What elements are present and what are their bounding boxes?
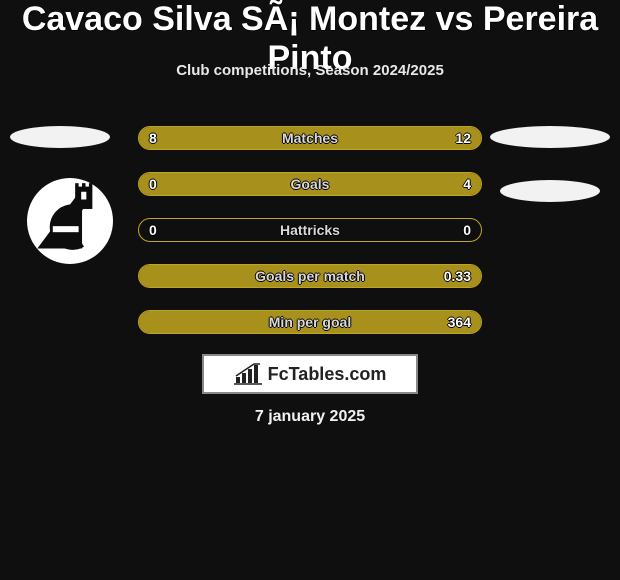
stat-row: 00Hattricks bbox=[138, 218, 482, 242]
stat-label: Goals bbox=[139, 173, 481, 195]
stat-label: Hattricks bbox=[139, 219, 481, 241]
stat-label: Matches bbox=[139, 127, 481, 149]
date-text: 7 january 2025 bbox=[0, 408, 620, 426]
right-ellipse-mid bbox=[500, 180, 600, 202]
stat-row: 812Matches bbox=[138, 126, 482, 150]
brand-box: FcTables.com bbox=[202, 354, 418, 394]
stat-row: 364Min per goal bbox=[138, 310, 482, 334]
stat-label: Min per goal bbox=[139, 311, 481, 333]
stat-rows: 812Matches 04Goals 00Hattricks 0.33Goals pe… bbox=[138, 126, 482, 356]
left-ellipse-top bbox=[10, 126, 110, 148]
chart-icon bbox=[234, 363, 262, 385]
stat-row: 04Goals bbox=[138, 172, 482, 196]
club-crest bbox=[27, 178, 113, 264]
right-ellipse-top bbox=[490, 126, 610, 148]
stat-label: Goals per match bbox=[139, 265, 481, 287]
stat-row: 0.33Goals per match bbox=[138, 264, 482, 288]
brand-text: FcTables.com bbox=[268, 364, 387, 385]
subtitle: Club competitions, Season 2024/2025 bbox=[0, 62, 620, 79]
